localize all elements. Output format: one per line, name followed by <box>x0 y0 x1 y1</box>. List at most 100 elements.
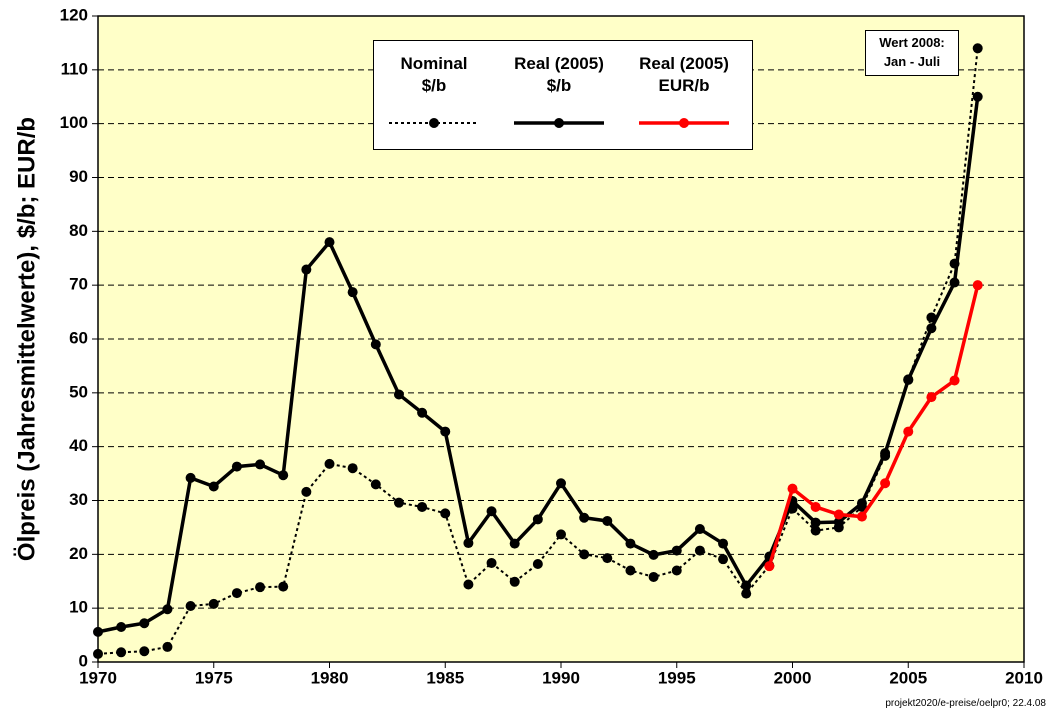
x-tick-label: 2005 <box>889 668 927 687</box>
data-point <box>926 392 937 403</box>
data-point <box>741 580 752 591</box>
data-point <box>671 565 682 576</box>
legend: Nominal $/b Real (2005) $/b Real (2005) … <box>373 40 753 150</box>
data-point <box>93 648 103 659</box>
y-tick-label: 110 <box>61 59 88 78</box>
data-point <box>741 588 752 599</box>
data-point <box>417 407 428 418</box>
data-point <box>810 501 821 512</box>
data-point <box>764 561 775 572</box>
data-point <box>393 389 404 400</box>
data-point <box>625 565 636 576</box>
legend-label: Real (2005) $/b <box>514 54 604 95</box>
y-tick-label: 20 <box>69 544 88 563</box>
y-tick-label: 50 <box>69 382 88 401</box>
data-point <box>255 582 266 593</box>
x-tick-label: 1990 <box>542 668 580 687</box>
legend-swatches <box>389 118 729 128</box>
data-point <box>579 512 590 523</box>
x-tick-label: 1975 <box>195 668 233 687</box>
data-point <box>370 339 381 350</box>
y-tick-label: 60 <box>69 328 88 347</box>
data-point <box>972 280 983 291</box>
data-point <box>509 576 520 587</box>
data-point <box>694 524 705 535</box>
x-tick-label: 2010 <box>1005 668 1043 687</box>
data-point <box>856 498 867 509</box>
data-point <box>856 511 867 522</box>
y-tick-label: 70 <box>69 275 88 294</box>
data-point <box>880 448 891 459</box>
data-point <box>486 506 497 517</box>
x-tick-label: 1985 <box>426 668 464 687</box>
data-point <box>301 486 312 497</box>
data-point <box>648 571 659 582</box>
data-point <box>579 549 590 560</box>
legend-label: Real (2005) EUR/b <box>639 54 729 95</box>
data-point <box>718 538 729 549</box>
data-point <box>810 525 821 536</box>
footnote: projekt2020/e-preise/oelpr0; 22.4.08 <box>885 698 1046 709</box>
y-tick-label: 100 <box>60 113 88 132</box>
data-point <box>440 508 451 519</box>
data-point <box>949 277 960 288</box>
x-tick-label: 1980 <box>311 668 349 687</box>
y-tick-label: 80 <box>69 221 88 240</box>
data-point <box>556 529 566 540</box>
data-point <box>556 478 566 489</box>
data-point <box>648 549 659 560</box>
data-point <box>231 588 242 599</box>
legend-marker <box>679 118 689 128</box>
series-line <box>767 284 980 567</box>
data-point <box>324 237 335 248</box>
y-tick-label: 10 <box>69 598 88 617</box>
data-point <box>625 538 636 549</box>
annotation: Wert 2008: Jan - Juli <box>865 30 959 76</box>
data-point <box>926 323 937 334</box>
y-axis-label: Ölpreis (Jahresmittelwerte), $/b; EUR/b <box>13 117 40 561</box>
data-point <box>370 479 381 490</box>
data-point <box>231 461 242 472</box>
data-point <box>949 375 960 386</box>
y-tick-label: 90 <box>69 167 88 186</box>
data-point <box>278 470 289 481</box>
data-point <box>162 604 173 615</box>
data-point <box>185 601 196 612</box>
data-point <box>417 501 428 512</box>
data-point <box>486 557 497 568</box>
data-point <box>463 538 474 549</box>
data-point <box>810 517 821 528</box>
data-point <box>602 515 613 526</box>
data-point <box>972 43 983 54</box>
data-point <box>602 553 613 564</box>
data-point <box>162 641 173 652</box>
data-point <box>880 478 891 489</box>
data-point <box>463 579 474 590</box>
data-point <box>139 618 150 629</box>
data-point <box>694 545 705 556</box>
x-tick-label: 2000 <box>774 668 812 687</box>
legend-label: Nominal $/b <box>400 54 468 95</box>
data-point <box>972 91 983 102</box>
data-point <box>903 426 914 437</box>
x-tick-label: 1970 <box>79 668 117 687</box>
data-point <box>532 559 543 570</box>
data-point <box>185 472 196 483</box>
legend-marker <box>429 118 439 128</box>
data-point <box>903 374 914 385</box>
data-point <box>833 517 844 528</box>
y-tick-label: 40 <box>69 436 88 455</box>
data-point <box>116 647 127 658</box>
data-point <box>255 459 266 470</box>
data-point <box>718 554 729 565</box>
data-point <box>347 287 358 298</box>
data-point <box>324 458 335 469</box>
data-point <box>116 622 127 633</box>
x-tick-label: 1995 <box>658 668 696 687</box>
data-point <box>833 509 844 520</box>
data-point <box>93 626 103 637</box>
y-tick-label: 120 <box>60 5 88 24</box>
data-point <box>393 497 404 508</box>
y-tick-label: 0 <box>79 651 88 670</box>
